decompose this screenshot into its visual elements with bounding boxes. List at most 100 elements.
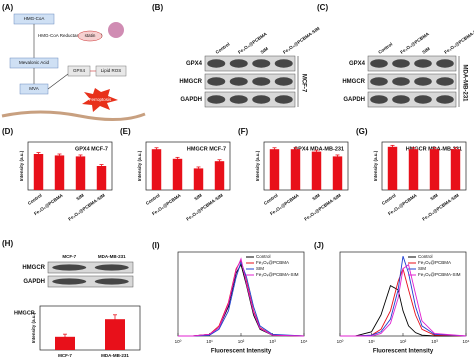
- panel-label: (C): [317, 3, 328, 12]
- band: [414, 77, 432, 86]
- band: [229, 95, 248, 104]
- cell-label: MCF-7: [300, 74, 306, 93]
- node-label: MVA: [29, 86, 38, 91]
- bar: [172, 158, 183, 190]
- band: [252, 59, 271, 68]
- x-tick-label: 10¹: [368, 339, 375, 344]
- legend-label: Control: [418, 254, 433, 259]
- x-axis-label: Fluorescent Intensity: [211, 349, 272, 355]
- bar: [332, 156, 343, 190]
- x-tick-label: Control: [381, 193, 397, 206]
- panel-label: (I): [152, 241, 160, 250]
- legend-label: SIM: [256, 266, 264, 271]
- panel-label: (A): [2, 3, 13, 12]
- row-label: GPX4: [349, 61, 366, 67]
- band: [274, 59, 293, 68]
- x-tick-label: SIM: [429, 193, 439, 202]
- series-line: [340, 284, 466, 337]
- plot-frame: [263, 141, 349, 191]
- band: [207, 95, 226, 104]
- panel-a: (A) HMG-CoA HMG-CoA Reductase (HMGCR) st…: [1, 3, 146, 122]
- chart-title: HMGCR: [14, 310, 35, 316]
- y-axis-label: Intensity (a.u.): [137, 150, 142, 181]
- panel-label: (E): [120, 127, 131, 136]
- node-label: Lipid ROS: [101, 68, 122, 73]
- legend-label: SIM: [418, 266, 426, 271]
- band: [229, 77, 248, 86]
- band: [229, 59, 248, 68]
- membrane: [1, 110, 146, 122]
- blot-strip: [367, 91, 457, 108]
- x-tick-label: Control: [27, 193, 43, 206]
- x-tick-label: 10⁴: [463, 339, 470, 344]
- panel-label: (J): [314, 241, 324, 250]
- statin-shape: [77, 30, 103, 42]
- panel-label: (H): [2, 239, 13, 248]
- row-label: HMGCR: [22, 265, 45, 271]
- series-line: [178, 260, 305, 337]
- row-label: GAPDH: [180, 97, 202, 103]
- cell-label: MDA-MB-231: [461, 64, 467, 102]
- band: [436, 77, 454, 86]
- series-line: [340, 263, 467, 337]
- bar: [311, 151, 322, 190]
- bar: [151, 149, 162, 190]
- blot-strip: [47, 275, 134, 288]
- lane-label: Fe₃O₄@PCBMA-SIM: [282, 26, 321, 55]
- row-label: GAPDH: [23, 279, 45, 285]
- band: [252, 77, 271, 86]
- legend-label: Fe₃O₄@PCBMA-SIM: [418, 272, 461, 277]
- band: [94, 264, 129, 271]
- y-axis-label: Intensity (a.u.): [255, 150, 260, 181]
- plot-frame: [39, 305, 141, 351]
- band: [370, 77, 388, 86]
- bar: [33, 154, 44, 190]
- band: [274, 95, 293, 104]
- band: [274, 77, 293, 86]
- x-tick-label: 10³: [431, 339, 438, 344]
- band: [414, 59, 432, 68]
- panel-label: (D): [2, 127, 13, 136]
- node-label: statin: [85, 33, 96, 38]
- blot-strip: [47, 261, 134, 274]
- bar: [193, 168, 204, 190]
- lane-label: SIM: [421, 46, 431, 55]
- chart-title: GPX4 MCF-7: [75, 146, 108, 152]
- bar: [290, 149, 301, 190]
- lane-label: Control: [215, 42, 231, 55]
- band: [52, 278, 87, 285]
- node-label: Ferroptosis: [89, 97, 112, 102]
- x-tick-label: 10⁰: [175, 339, 182, 344]
- particle: [108, 22, 124, 38]
- x-tick-label: MDA-MB-231: [101, 353, 129, 358]
- chart-title: GPX4 MDA-MB-231: [294, 146, 344, 152]
- x-tick-label: SIM: [75, 193, 85, 202]
- lane-label: Control: [377, 42, 393, 55]
- band: [392, 95, 410, 104]
- blot-strip: [367, 73, 457, 90]
- band: [370, 95, 388, 104]
- legend-label: Fe₃O₄@PCBMA-SIM: [256, 272, 299, 277]
- x-tick-label: 10²: [238, 339, 245, 344]
- x-tick-label: 10⁴: [301, 339, 308, 344]
- band: [392, 77, 410, 86]
- x-axis-label: Fluorescent Intensity: [373, 349, 434, 355]
- bar: [105, 319, 125, 350]
- band: [207, 77, 226, 86]
- row-label: GAPDH: [343, 97, 365, 103]
- y-axis-label: Intensity (a.u.): [19, 150, 24, 181]
- row-label: HMGCR: [342, 79, 365, 85]
- bar: [269, 149, 280, 190]
- plot-frame: [145, 141, 231, 191]
- y-axis-label: Intensity (a.u.): [31, 312, 36, 343]
- band: [370, 59, 388, 68]
- x-tick-label: Fe₃O₄@PCBMA-SIM: [303, 193, 342, 222]
- plot-frame: [381, 141, 467, 191]
- band: [436, 95, 454, 104]
- bar: [387, 146, 398, 190]
- x-tick-label: Control: [145, 193, 161, 206]
- band: [414, 95, 432, 104]
- node-label: HMG-CoA Reductase (HMGCR): [38, 33, 103, 38]
- x-tick-label: 10²: [400, 339, 407, 344]
